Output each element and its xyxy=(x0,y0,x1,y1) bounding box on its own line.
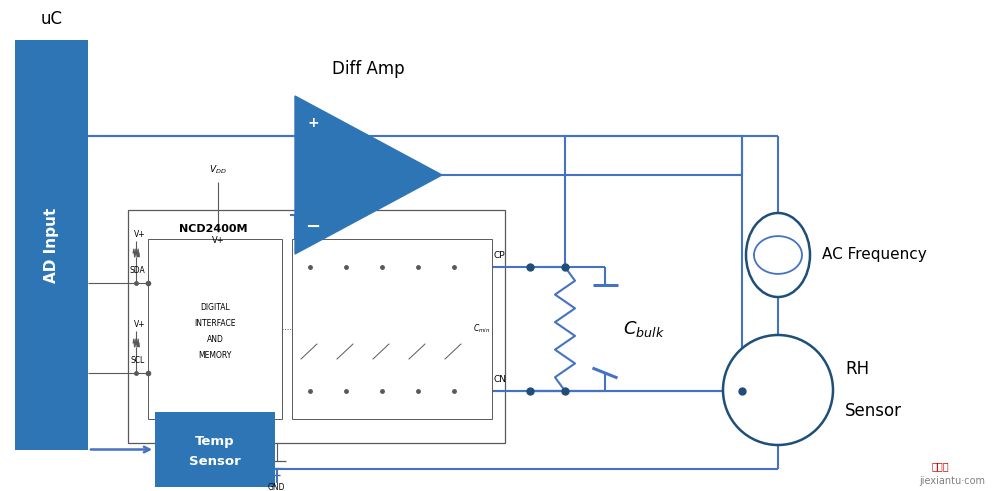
Text: MEMORY: MEMORY xyxy=(198,351,232,359)
Bar xyxy=(155,412,275,487)
Text: −: − xyxy=(305,218,321,236)
Text: +: + xyxy=(307,116,319,130)
Text: $C_{min}$: $C_{min}$ xyxy=(473,323,490,335)
Text: Temp: Temp xyxy=(195,435,235,448)
Text: AND: AND xyxy=(207,334,223,344)
Text: $V_{DD}$: $V_{DD}$ xyxy=(209,164,227,176)
Text: Sensor: Sensor xyxy=(189,455,241,468)
Bar xyxy=(148,239,282,419)
Text: V+: V+ xyxy=(212,236,224,245)
Bar xyxy=(15,40,88,450)
Text: GND: GND xyxy=(268,483,285,491)
Text: jiexiantu·com: jiexiantu·com xyxy=(919,476,985,486)
Text: $C_{bulk}$: $C_{bulk}$ xyxy=(623,319,665,339)
Text: CN: CN xyxy=(493,375,506,384)
Text: SDA: SDA xyxy=(129,266,145,275)
Text: NCD2400M: NCD2400M xyxy=(179,224,247,234)
Text: DIGITAL: DIGITAL xyxy=(200,302,230,311)
Text: RH: RH xyxy=(845,360,869,378)
Polygon shape xyxy=(295,96,442,254)
Text: SCL: SCL xyxy=(131,356,145,365)
Text: CP: CP xyxy=(493,251,505,260)
Text: V+: V+ xyxy=(134,320,146,329)
Text: AC Frequency: AC Frequency xyxy=(822,247,927,263)
Text: Sensor: Sensor xyxy=(845,402,902,420)
Text: AD Input: AD Input xyxy=(44,207,59,283)
Text: Diff Amp: Diff Amp xyxy=(332,60,405,78)
Text: 接线图: 接线图 xyxy=(931,461,949,471)
Bar xyxy=(128,210,505,443)
Circle shape xyxy=(723,335,833,445)
Text: INTERFACE: INTERFACE xyxy=(194,319,236,327)
Bar xyxy=(292,239,492,419)
Ellipse shape xyxy=(746,213,810,297)
Text: V+: V+ xyxy=(134,230,146,239)
Text: uC: uC xyxy=(40,10,62,28)
